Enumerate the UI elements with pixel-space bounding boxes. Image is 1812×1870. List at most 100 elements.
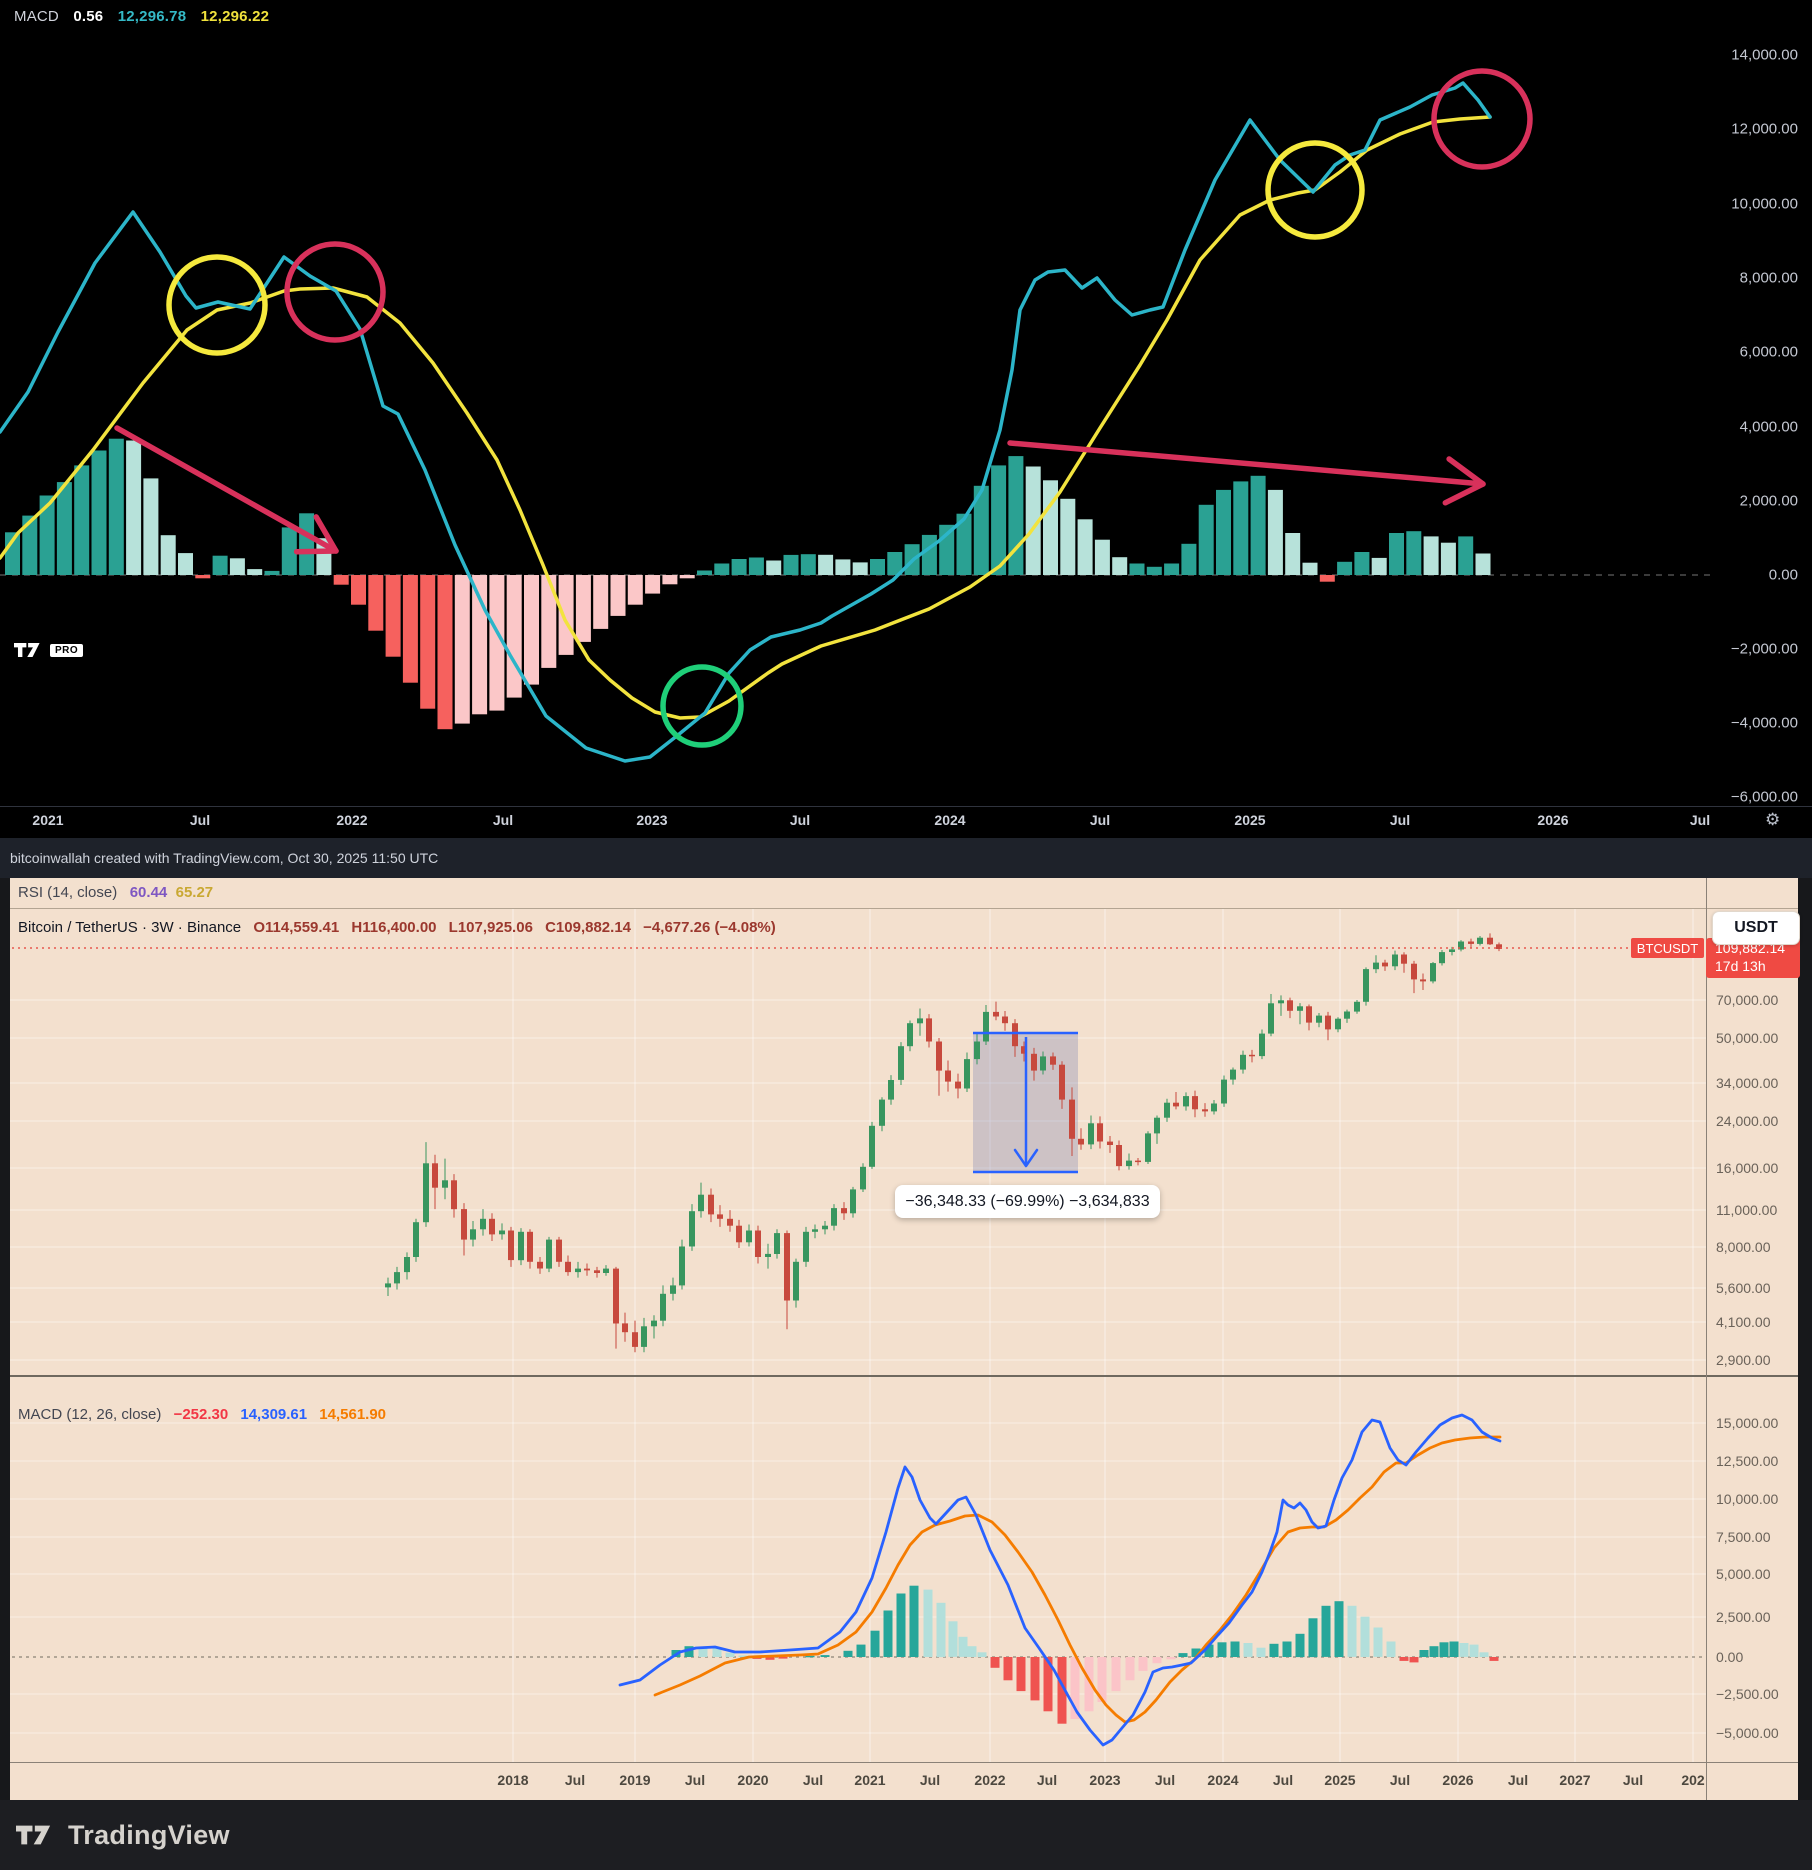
time-axis-label: Jul: [1689, 812, 1711, 828]
candle-body: [394, 1272, 400, 1284]
time-axis-label: 2019: [619, 1772, 651, 1788]
macd-histogram-bar: [351, 575, 366, 605]
yellow-circle-left: [166, 254, 268, 356]
time-axis-label: Jul: [789, 812, 811, 828]
candle-body: [774, 1233, 780, 1254]
down-trend-arrow-right: [1007, 440, 1486, 487]
rsi-value: 60.44: [129, 884, 168, 901]
macd-histogram-bar: [437, 575, 453, 730]
candle-body: [423, 1163, 429, 1223]
rsi-pane-legend: RSI (14, close) 60.44 65.27: [18, 884, 213, 901]
gear-icon[interactable]: ⚙: [1765, 810, 1781, 829]
candle-body: [898, 1046, 904, 1080]
candle-body: [708, 1194, 714, 1215]
top-time-scale[interactable]: ⚙ 2021 Jul 2022 Jul 2023 Jul 2024 Jul 2025 Jul 202…: [0, 806, 1812, 838]
macd-histogram-bar: [1111, 1657, 1121, 1692]
macd-histogram-bar: [1043, 1657, 1053, 1712]
candle-body: [1420, 979, 1426, 982]
time-axis-label: Jul: [919, 1772, 941, 1788]
candle-body: [1154, 1117, 1160, 1134]
candle-body: [518, 1231, 524, 1261]
yellow-circle-right: [1265, 140, 1365, 240]
macd-histogram-bar: [712, 1647, 722, 1657]
high-value: H116,400.00: [351, 919, 437, 936]
signal-line: [0, 115, 1492, 720]
macd-histogram-bar: [977, 1652, 987, 1657]
candle-body: [1192, 1096, 1198, 1110]
macd-histogram-bar: [126, 440, 142, 575]
candle-body: [575, 1268, 581, 1273]
macd-histogram-bar: [818, 554, 834, 575]
macd-histogram-bar: [1166, 1657, 1176, 1660]
macd-histogram-bar: [1216, 489, 1231, 575]
macd-histogram-bar: [402, 575, 418, 683]
time-axis-label: Jul: [1089, 812, 1111, 828]
low-value: L107,925.06: [448, 919, 533, 936]
macd-histogram-bar: [684, 1646, 694, 1657]
symbol-name[interactable]: Bitcoin / TetherUS · 3W · Binance: [18, 919, 242, 936]
candle-body: [1401, 954, 1407, 964]
macd-histogram-bar: [991, 465, 1007, 575]
time-axis-label: Jul: [1389, 812, 1411, 828]
candle-body: [1097, 1123, 1103, 1142]
candle-body: [993, 1011, 999, 1017]
macd-histogram-bar: [697, 570, 712, 575]
time-axis-label: 2025: [1234, 812, 1266, 828]
macd-histogram-bar: [1282, 1641, 1292, 1657]
macd-histogram-bar: [748, 557, 764, 575]
candle-body: [432, 1163, 438, 1188]
candle-body: [1135, 1160, 1141, 1163]
top-macd-plot[interactable]: [0, 0, 1812, 806]
time-axis-label: 2023: [1089, 1772, 1121, 1788]
time-axis-label: 2021: [854, 1772, 886, 1788]
bottom-chart-plot[interactable]: [0, 878, 1812, 1800]
macd-histogram-bar: [1409, 1657, 1419, 1663]
candle-body: [556, 1239, 562, 1262]
top-macd-panel[interactable]: MACD 0.56 12,296.78 12,296.22 14,000.00 1…: [0, 0, 1812, 838]
macd-histogram-bar: [1256, 1647, 1266, 1657]
macd-histogram-bar: [698, 1646, 708, 1657]
candle-body: [594, 1270, 600, 1273]
time-axis-label: Jul: [1507, 1772, 1529, 1788]
macd-histogram-bar: [108, 438, 124, 575]
top-macd-legend: MACD 0.56 12,296.78 12,296.22: [14, 8, 279, 25]
macd-histogram-bar: [820, 1655, 830, 1657]
candle-body: [955, 1081, 961, 1089]
histogram-value: 0.56: [73, 8, 104, 25]
macd-histogram-bar: [229, 558, 245, 575]
candle-body: [660, 1293, 666, 1321]
macd-histogram-bar: [489, 575, 505, 711]
macd-histogram-bar: [887, 552, 903, 575]
down-trend-arrow-right-head: [1442, 456, 1486, 506]
macd-histogram-bar: [1003, 1657, 1013, 1681]
macd-histogram-bar: [627, 575, 643, 605]
pane-divider[interactable]: [10, 1375, 1798, 1377]
currency-toggle-button[interactable]: USDT: [1712, 911, 1800, 945]
macd-histogram-bar: [1429, 1646, 1439, 1657]
candle-body: [1449, 949, 1455, 952]
candle-body: [1183, 1096, 1189, 1107]
y-axis-label: 50,000.00: [1716, 1030, 1779, 1046]
candle-body: [860, 1166, 866, 1190]
candle-body: [1496, 944, 1502, 949]
macd-histogram-bar: [1440, 542, 1456, 575]
rsi-label: RSI (14, close): [18, 884, 118, 901]
y-axis-label: 70,000.00: [1716, 992, 1779, 1008]
candle-body: [584, 1268, 590, 1271]
bottom-time-scale[interactable]: 2018 Jul 2019 Jul 2020 Jul 2021 Jul 2022 Jul 2023 J…: [10, 1762, 1798, 1800]
macd-histogram-bar: [738, 1655, 748, 1658]
macd-histogram-bar: [1295, 1633, 1305, 1658]
macd-histogram-bar: [765, 1657, 775, 1660]
pane-divider[interactable]: [10, 908, 1798, 909]
macd-histogram-bar: [1419, 1650, 1429, 1657]
macd-histogram-bar: [1204, 1644, 1214, 1657]
macd-histogram-bar: [856, 1644, 866, 1657]
candle-body: [717, 1214, 723, 1219]
macd-histogram-bar: [883, 1610, 893, 1657]
candle-body: [1468, 941, 1474, 944]
macd-histogram-bar: [1152, 1657, 1162, 1664]
macd-histogram-bar: [593, 575, 609, 629]
time-axis-label: Jul: [684, 1772, 706, 1788]
macd-histogram-bar: [56, 482, 72, 575]
macd-histogram-bar: [896, 1593, 906, 1657]
